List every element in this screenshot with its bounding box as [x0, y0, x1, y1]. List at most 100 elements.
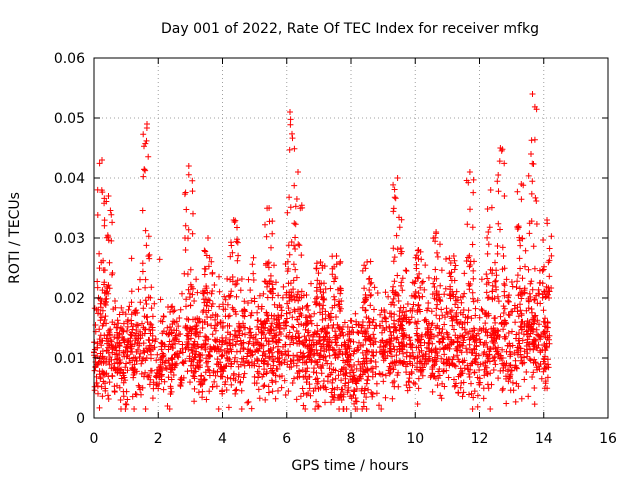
data-point: [234, 358, 241, 365]
data-point: [99, 393, 106, 400]
data-point: [183, 296, 190, 303]
data-point: [403, 369, 410, 376]
data-point: [493, 267, 500, 274]
data-point: [338, 377, 345, 384]
data-point: [490, 367, 497, 373]
data-point: [440, 336, 447, 343]
data-point: [278, 307, 285, 314]
data-point: [425, 322, 432, 328]
data-point: [171, 351, 178, 358]
data-point: [314, 402, 321, 409]
data-point: [391, 383, 398, 390]
data-point: [452, 363, 459, 370]
data-point: [396, 313, 403, 319]
data-point: [457, 384, 464, 391]
data-point: [111, 389, 118, 395]
data-point: [122, 377, 129, 384]
data-point: [184, 368, 191, 375]
data-point: [540, 318, 547, 325]
data-point: [531, 313, 538, 320]
data-point: [182, 189, 189, 196]
data-point: [470, 176, 477, 183]
data-point: [331, 293, 337, 300]
data-point: [356, 373, 363, 380]
data-point: [492, 259, 498, 266]
data-point: [436, 315, 443, 322]
data-point: [465, 307, 472, 314]
data-point: [294, 291, 301, 298]
data-point: [336, 301, 343, 308]
data-point: [428, 335, 434, 342]
data-point: [260, 360, 267, 367]
data-point: [361, 333, 368, 340]
data-point: [290, 352, 297, 359]
data-point: [123, 360, 130, 367]
data-point: [272, 395, 279, 402]
data-point: [251, 380, 258, 387]
axis-ticks: 0 2 4 6 8 10 12 14 16 0 0.01 0.02 0.03 0.04 0.05 0.06: [54, 51, 617, 447]
data-point: [200, 290, 207, 297]
data-point: [389, 395, 396, 402]
data-point: [506, 373, 513, 380]
data-point: [497, 145, 504, 151]
data-point: [512, 357, 519, 364]
data-point: [403, 349, 410, 356]
data-point: [293, 274, 300, 281]
data-point: [472, 312, 479, 319]
data-point: [97, 310, 104, 317]
data-point: [106, 361, 113, 368]
data-point: [101, 267, 108, 274]
data-point: [391, 311, 398, 318]
data-point: [433, 229, 440, 235]
data-point: [215, 406, 222, 412]
data-point: [429, 388, 436, 395]
data-point: [105, 396, 112, 402]
data-point: [295, 169, 301, 175]
data-point: [203, 355, 210, 362]
data-point: [508, 308, 515, 315]
data-point: [391, 254, 398, 261]
data-point: [270, 327, 277, 334]
data-point: [495, 344, 502, 351]
data-point: [443, 256, 449, 262]
data-point: [138, 360, 145, 367]
data-point: [460, 293, 466, 300]
data-point: [403, 308, 410, 315]
data-point: [185, 226, 192, 233]
data-point: [370, 331, 377, 338]
data-point: [204, 321, 211, 328]
data-point: [177, 383, 184, 390]
data-point: [495, 188, 502, 195]
data-point: [268, 244, 274, 251]
data-point: [200, 341, 207, 348]
data-point: [210, 344, 217, 351]
data-point: [102, 302, 109, 308]
data-point: [201, 299, 208, 306]
data-point: [97, 317, 104, 324]
data-point: [291, 220, 298, 227]
data-point: [260, 348, 267, 355]
data-point: [149, 313, 156, 320]
data-point: [530, 243, 537, 250]
data-point: [420, 352, 427, 359]
data-point: [201, 376, 208, 383]
data-point: [332, 375, 339, 382]
data-point: [499, 346, 506, 353]
data-point: [455, 390, 462, 396]
data-point: [478, 306, 485, 313]
data-point: [373, 390, 380, 397]
data-point: [123, 401, 130, 408]
data-point: [412, 293, 419, 300]
data-point: [458, 349, 465, 356]
data-point: [457, 365, 464, 372]
data-point: [412, 254, 419, 261]
data-point: [396, 359, 402, 366]
data-point: [197, 329, 204, 336]
data-point: [179, 290, 185, 297]
data-point: [183, 303, 189, 310]
data-point: [536, 333, 543, 340]
data-point: [245, 276, 252, 283]
data-point: [351, 387, 358, 394]
data-point: [266, 354, 273, 360]
data-point: [209, 312, 216, 319]
